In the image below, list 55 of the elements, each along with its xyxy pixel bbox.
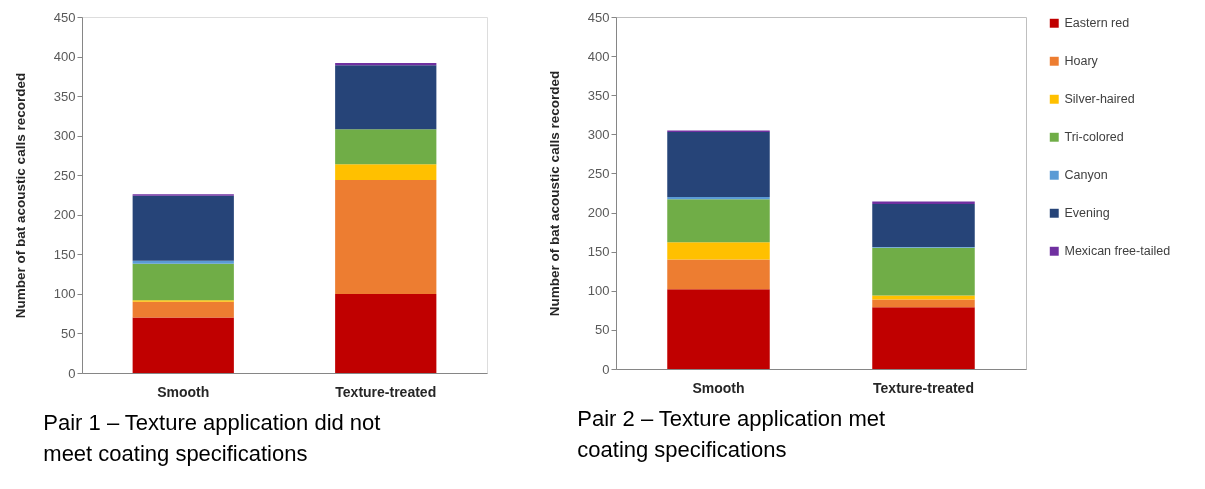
y-tick-label: 150 <box>587 244 610 260</box>
x-tick-label: Smooth <box>157 383 210 400</box>
legend-label: Canyon <box>1064 168 1108 183</box>
y-tick-label: 400 <box>53 49 76 65</box>
legend-label: Hoary <box>1064 54 1099 69</box>
bar <box>335 164 437 180</box>
y-tick-label: 0 <box>68 365 76 381</box>
y-tick-label: 150 <box>53 246 76 262</box>
bar <box>335 293 437 373</box>
bar <box>132 260 234 264</box>
y-tick-label: 100 <box>53 286 76 302</box>
bar <box>335 179 437 294</box>
x-tick-label: Smooth <box>692 379 745 396</box>
bar <box>335 65 437 130</box>
bar <box>872 203 975 247</box>
x-tick-label: Texture-treated <box>873 379 974 396</box>
y-tick-label: 200 <box>587 205 610 221</box>
y-tick-label: 350 <box>53 88 76 104</box>
y-axis-title: Number of bat acoustic calls recorded <box>546 70 562 317</box>
y-tick-label: 100 <box>587 283 610 299</box>
bar <box>872 307 975 369</box>
bar <box>667 131 770 197</box>
legend-label: Evening <box>1064 206 1110 221</box>
bar <box>132 195 234 261</box>
legend-label: Mexican free-tailed <box>1064 244 1171 259</box>
x-tick-label: Texture-treated <box>335 383 437 400</box>
y-tick-label: 0 <box>602 361 610 377</box>
y-tick-label: 450 <box>53 9 76 25</box>
bar <box>132 301 234 318</box>
y-tick-label: 300 <box>587 126 610 142</box>
bar <box>335 129 437 165</box>
legend-label: Silver-haired <box>1064 92 1135 107</box>
y-tick-label: 50 <box>595 322 610 338</box>
y-tick-label: 350 <box>587 87 610 103</box>
legend-label: Tri-colored <box>1064 130 1124 145</box>
y-tick-label: 300 <box>53 128 76 144</box>
bar <box>667 199 770 243</box>
y-tick-label: 200 <box>53 207 76 223</box>
text: Pair 1 – Texture application did not meet coating specifications <box>43 410 381 466</box>
text: Pair 2 – Texture application met coating specifications <box>577 406 886 462</box>
bar <box>872 247 975 296</box>
bar <box>132 263 234 301</box>
y-tick-label: 400 <box>587 48 610 64</box>
bar <box>872 299 975 308</box>
y-axis-title: Number of bat acoustic calls recorded <box>12 72 28 319</box>
legend-label: Eastern red <box>1064 16 1130 31</box>
y-tick-label: 50 <box>61 325 76 341</box>
bar <box>667 289 770 369</box>
y-tick-label: 450 <box>587 9 610 25</box>
bar <box>667 242 770 260</box>
y-tick-label: 250 <box>587 165 610 181</box>
bar <box>132 317 234 373</box>
y-tick-label: 250 <box>53 167 76 183</box>
bar <box>667 259 770 290</box>
bar <box>872 295 975 300</box>
